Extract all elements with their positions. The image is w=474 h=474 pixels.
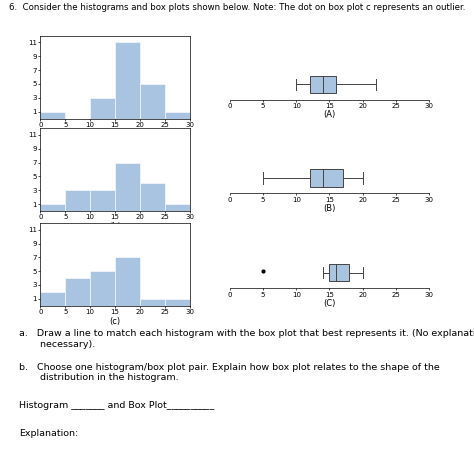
Bar bbox=[90, 271, 115, 306]
Bar bbox=[115, 257, 140, 306]
Text: Explanation:: Explanation: bbox=[19, 429, 78, 438]
Text: Histogram _______ and Box Plot__________: Histogram _______ and Box Plot__________ bbox=[19, 401, 214, 410]
Bar bbox=[65, 190, 90, 211]
Bar bbox=[310, 169, 343, 187]
Bar bbox=[115, 43, 140, 118]
Bar bbox=[165, 204, 190, 211]
Text: 6.  Consider the histograms and box plots shown below. Note: The dot on box plot: 6. Consider the histograms and box plots… bbox=[9, 3, 466, 12]
Bar bbox=[165, 299, 190, 306]
Bar bbox=[165, 111, 190, 118]
Bar bbox=[140, 84, 165, 118]
Bar bbox=[140, 299, 165, 306]
X-axis label: (c): (c) bbox=[109, 317, 120, 326]
Text: b.   Choose one histogram/box plot pair. Explain how box plot relates to the sha: b. Choose one histogram/box plot pair. E… bbox=[19, 363, 440, 382]
Bar bbox=[90, 190, 115, 211]
Bar bbox=[90, 98, 115, 118]
X-axis label: (C): (C) bbox=[323, 299, 336, 308]
Bar bbox=[40, 292, 65, 306]
Bar bbox=[40, 204, 65, 211]
X-axis label: (a): (a) bbox=[109, 129, 121, 138]
Bar bbox=[115, 163, 140, 211]
X-axis label: (A): (A) bbox=[323, 110, 336, 119]
Bar bbox=[65, 278, 90, 306]
Bar bbox=[329, 264, 349, 282]
Bar bbox=[310, 75, 336, 93]
Bar bbox=[40, 111, 65, 118]
X-axis label: (B): (B) bbox=[323, 204, 336, 213]
X-axis label: (b): (b) bbox=[109, 222, 121, 231]
Text: a.   Draw a line to match each histogram with the box plot that best represents : a. Draw a line to match each histogram w… bbox=[19, 329, 474, 349]
Bar bbox=[140, 183, 165, 211]
